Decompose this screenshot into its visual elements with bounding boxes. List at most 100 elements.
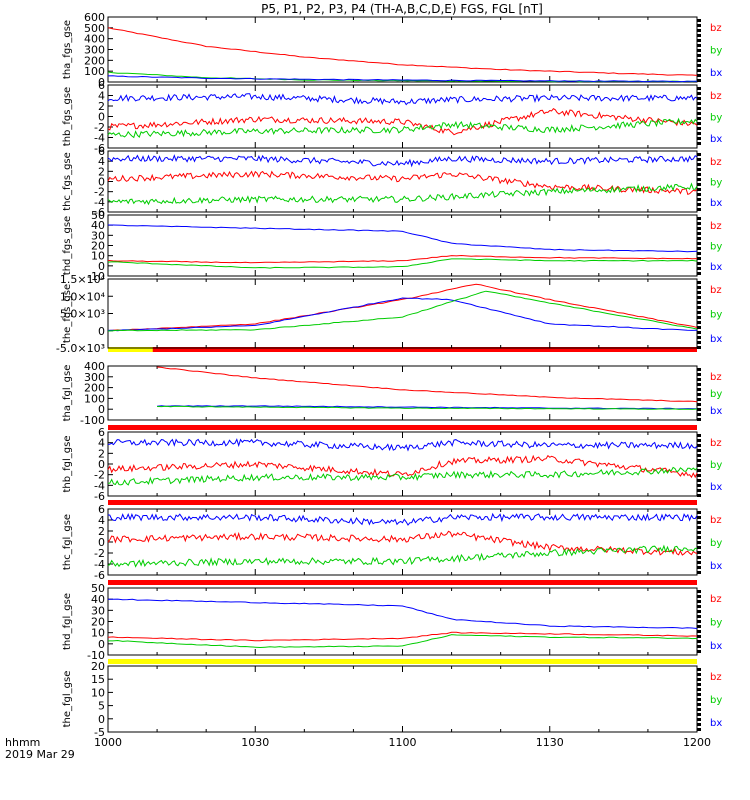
- edge-mark: [697, 158, 701, 161]
- footer-date-label: 2019 Mar 29: [5, 748, 75, 761]
- panel-frame: [107, 16, 698, 83]
- edge-mark: [697, 373, 701, 376]
- y-tick-label: -6: [94, 206, 105, 219]
- quality-bar: [108, 659, 697, 664]
- x-tick-label: 1100: [389, 736, 417, 749]
- series-line-bz: [107, 108, 698, 136]
- legend-by: by: [710, 460, 722, 471]
- panel-frame: [107, 84, 698, 149]
- edge-mark: [697, 326, 701, 329]
- y-tick-label: 200: [84, 382, 105, 395]
- edge-mark: [697, 102, 701, 105]
- edge-mark: [697, 620, 701, 623]
- edge-mark: [697, 117, 701, 120]
- edge-mark: [697, 474, 701, 477]
- edge-mark: [697, 516, 701, 519]
- y-tick-label: -10: [87, 270, 105, 283]
- series-line-bz: [107, 27, 698, 76]
- edge-mark: [697, 388, 701, 391]
- quality-bar: [108, 425, 697, 430]
- legend-bz: bz: [710, 438, 722, 449]
- x-tick-label: 1000: [94, 736, 122, 749]
- panel-the_fgs_gse: -5.0×10³ 0 5.0×10³ 1.0×10⁴ 1.5×10⁴the_fgs_gs…: [56, 273, 722, 355]
- edge-mark: [697, 521, 701, 524]
- edge-mark: [697, 29, 701, 32]
- series-line-by: [107, 544, 698, 568]
- edge-mark: [697, 625, 701, 628]
- edge-mark: [697, 203, 701, 206]
- edge-mark: [697, 590, 701, 593]
- edge-mark: [697, 494, 701, 497]
- edge-mark: [697, 615, 701, 618]
- y-tick-label: -100: [80, 414, 105, 427]
- legend-bx: bx: [710, 134, 722, 145]
- y-tick-label: 2: [98, 100, 105, 113]
- y-tick-label: -10: [87, 649, 105, 662]
- legend-bz: bz: [710, 157, 722, 168]
- y-tick-label: -6: [94, 142, 105, 155]
- edge-mark: [697, 237, 701, 240]
- edge-mark: [697, 368, 701, 371]
- y-tick-label: 0: [98, 638, 105, 651]
- y-tick-label: 30: [91, 229, 105, 242]
- edge-mark: [697, 217, 701, 220]
- y-axis-label: the_fgs_gse: [62, 284, 73, 343]
- edge-mark: [697, 227, 701, 230]
- edge-mark: [697, 693, 701, 696]
- y-tick-label: 0: [98, 325, 105, 338]
- edge-mark: [697, 311, 701, 314]
- edge-mark: [697, 257, 701, 260]
- series-line-bz: [107, 631, 698, 642]
- edge-mark: [697, 79, 701, 82]
- edge-mark: [697, 571, 701, 574]
- y-tick-label: -2: [94, 121, 105, 134]
- edge-mark: [697, 296, 701, 299]
- y-tick-label: 10: [91, 686, 105, 699]
- edge-mark: [697, 546, 701, 549]
- edge-mark: [697, 698, 701, 701]
- edge-mark: [697, 142, 701, 145]
- legend-bz: bz: [710, 91, 722, 102]
- edge-mark: [697, 464, 701, 467]
- y-tick-label: 50: [91, 209, 105, 222]
- series-line-bz: [107, 530, 698, 556]
- edge-mark: [697, 168, 701, 171]
- y-tick-label: 4: [98, 155, 105, 168]
- edge-mark: [697, 301, 701, 304]
- edge-mark: [697, 316, 701, 319]
- x-tick-label: 1030: [241, 736, 269, 749]
- edge-mark: [697, 541, 701, 544]
- edge-mark: [697, 252, 701, 255]
- y-tick-label: 2: [98, 525, 105, 538]
- y-tick-label: 20: [91, 616, 105, 629]
- edge-mark: [697, 566, 701, 569]
- edge-mark: [697, 723, 701, 726]
- edge-mark: [697, 321, 701, 324]
- edge-mark: [697, 728, 701, 731]
- series-line-by: [107, 117, 698, 139]
- edge-mark: [697, 469, 701, 472]
- y-tick-label: 400: [84, 360, 105, 373]
- edge-mark: [697, 286, 701, 289]
- y-tick-label: 300: [84, 44, 105, 57]
- series-line-by: [107, 258, 698, 269]
- series-line-bx: [108, 224, 698, 253]
- y-tick-label: 600: [84, 11, 105, 24]
- legend-bz: bz: [710, 23, 722, 34]
- edge-mark: [697, 668, 701, 671]
- series-line-bx: [107, 75, 698, 83]
- series-line-bx: [107, 438, 698, 452]
- legend-bx: bx: [710, 482, 722, 493]
- edge-mark: [697, 163, 701, 166]
- y-tick-label: 6: [98, 503, 105, 516]
- edge-mark: [697, 188, 701, 191]
- edge-mark: [697, 64, 701, 67]
- y-tick-label: 0: [98, 111, 105, 124]
- edge-mark: [697, 137, 701, 140]
- edge-mark: [697, 688, 701, 691]
- edge-mark: [697, 69, 701, 72]
- edge-mark: [697, 183, 701, 186]
